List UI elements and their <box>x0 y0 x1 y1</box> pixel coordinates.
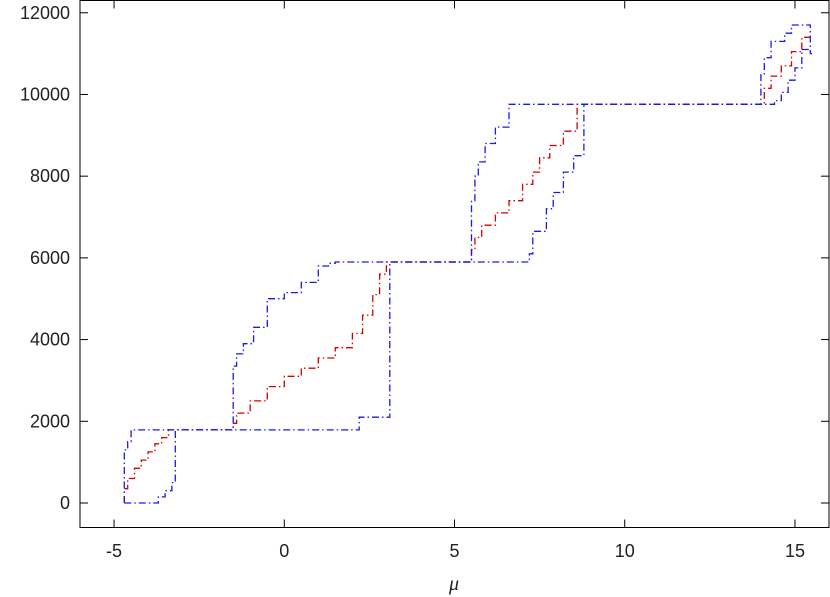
x-tick-label: 10 <box>615 541 635 561</box>
x-tick-label: -5 <box>106 541 122 561</box>
y-tick-label: 8000 <box>30 166 70 186</box>
axis-ticks: -5 0 5 10 15 0 2000 4000 6000 8000 10000 12000 <box>20 0 829 561</box>
series-line-3 <box>124 48 811 504</box>
y-tick-label: 4000 <box>30 330 70 350</box>
series-line-2 <box>123 24 812 503</box>
x-tick-label: 5 <box>449 541 459 561</box>
x-tick-label: 0 <box>279 541 289 561</box>
y-tick-label: 6000 <box>30 248 70 268</box>
series-layer <box>123 24 812 504</box>
series-line-1 <box>123 36 811 503</box>
plot-frame <box>79 0 830 528</box>
x-tick-label: 15 <box>785 541 805 561</box>
y-tick-label: 0 <box>60 493 70 513</box>
x-axis-label: μ <box>448 573 459 595</box>
y-tick-label: 2000 <box>30 411 70 431</box>
y-tick-label: 10000 <box>20 84 70 104</box>
y-tick-label: 12000 <box>20 3 70 23</box>
